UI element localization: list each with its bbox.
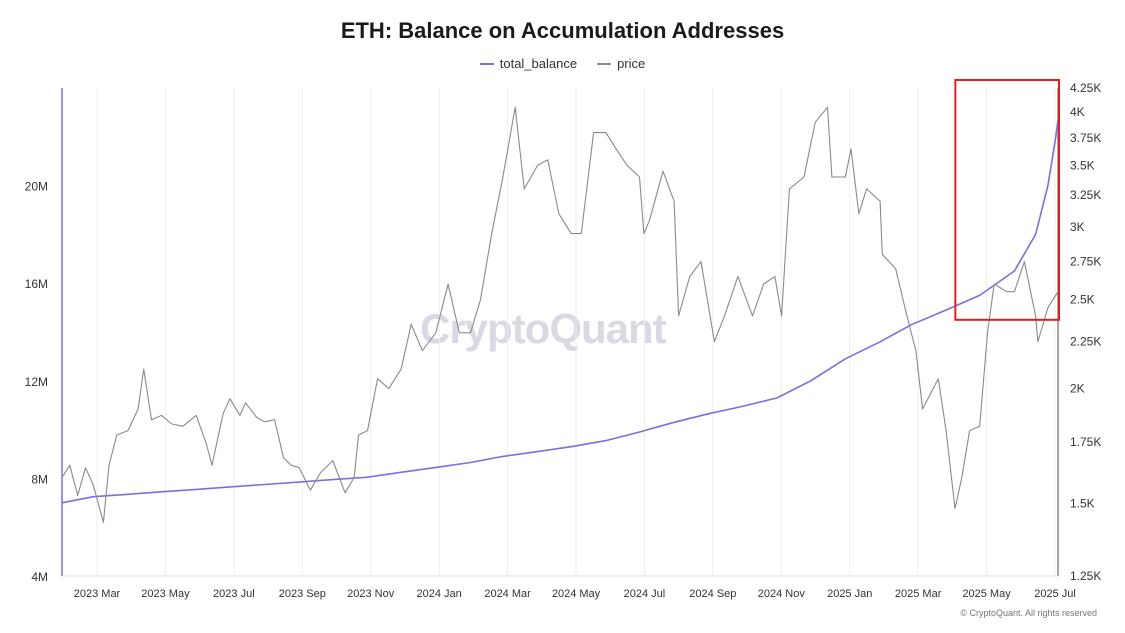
x-tick-label: 2024 Jul (624, 588, 666, 600)
x-tick-label: 2023 Jul (213, 588, 255, 600)
y-right-tick-label: 1.25K (1070, 569, 1101, 583)
x-tick-label: 2024 Nov (758, 588, 806, 600)
y-right-tick-label: 3.75K (1070, 131, 1101, 145)
legend-swatch-price (597, 62, 612, 65)
chart-title: ETH: Balance on Accumulation Addresses (340, 18, 785, 43)
y-right-tick-label: 4K (1070, 105, 1085, 119)
y-right-tick-label: 1.75K (1070, 435, 1101, 449)
grid-layer (96, 88, 1056, 576)
x-tick-label: 2023 Sep (279, 588, 326, 600)
y-left-tick-label: 16M (25, 277, 48, 291)
x-tick-label: 2025 Jan (827, 588, 872, 600)
x-tick-label: 2023 Mar (74, 588, 121, 600)
y-left-tick-label: 20M (25, 180, 48, 194)
x-tick-label: 2025 Jul (1034, 588, 1076, 600)
y-right-tick-label: 2.25K (1070, 335, 1101, 349)
y-left-tick-label: 8M (31, 472, 48, 486)
x-tick-label: 2025 May (962, 588, 1011, 600)
legend-item-price[interactable]: price (597, 56, 645, 71)
x-tick-label: 2024 May (552, 588, 601, 600)
y-left-tick-label: 12M (25, 375, 48, 389)
y-right-tick-label: 3.25K (1070, 188, 1101, 202)
y-right-tick-label: 3.5K (1070, 158, 1095, 172)
axis-layer: 2023 Mar 2023 May 2023 Jul 2023 Sep 2023 Nov… (25, 81, 1102, 600)
copyright-notice: © CryptoQuant. All rights reserved (960, 608, 1097, 618)
x-tick-label: 2023 May (141, 588, 190, 600)
annotation-layer (954, 79, 1060, 321)
y-right-tick-label: 4.25K (1070, 81, 1101, 95)
x-tick-label: 2024 Sep (689, 588, 736, 600)
watermark: CryptoQuant (420, 305, 667, 352)
series-line-total_balance (61, 119, 1059, 504)
y-right-tick-label: 2.75K (1070, 255, 1101, 269)
y-right-tick-label: 1.5K (1070, 496, 1095, 510)
y-right-tick-label: 2K (1070, 382, 1085, 396)
legend-label-price: price (617, 56, 646, 71)
legend-label-balance: total_balance (499, 56, 578, 71)
x-tick-label: 2025 Mar (895, 588, 942, 600)
highlight-box (954, 79, 1060, 321)
y-right-tick-label: 3K (1070, 220, 1085, 234)
x-tick-label: 2024 Jan (417, 588, 462, 600)
series-line-price (61, 106, 1059, 523)
x-tick-label: 2024 Mar (484, 588, 531, 600)
series-layer (61, 106, 1059, 523)
legend-item-balance[interactable]: total_balance (479, 56, 578, 71)
y-right-tick-label: 2.5K (1070, 293, 1095, 307)
y-left-tick-label: 4M (31, 570, 48, 584)
legend: total_balance price (0, 56, 1125, 71)
x-tick-label: 2023 Nov (347, 588, 395, 600)
legend-swatch-balance (479, 62, 494, 65)
